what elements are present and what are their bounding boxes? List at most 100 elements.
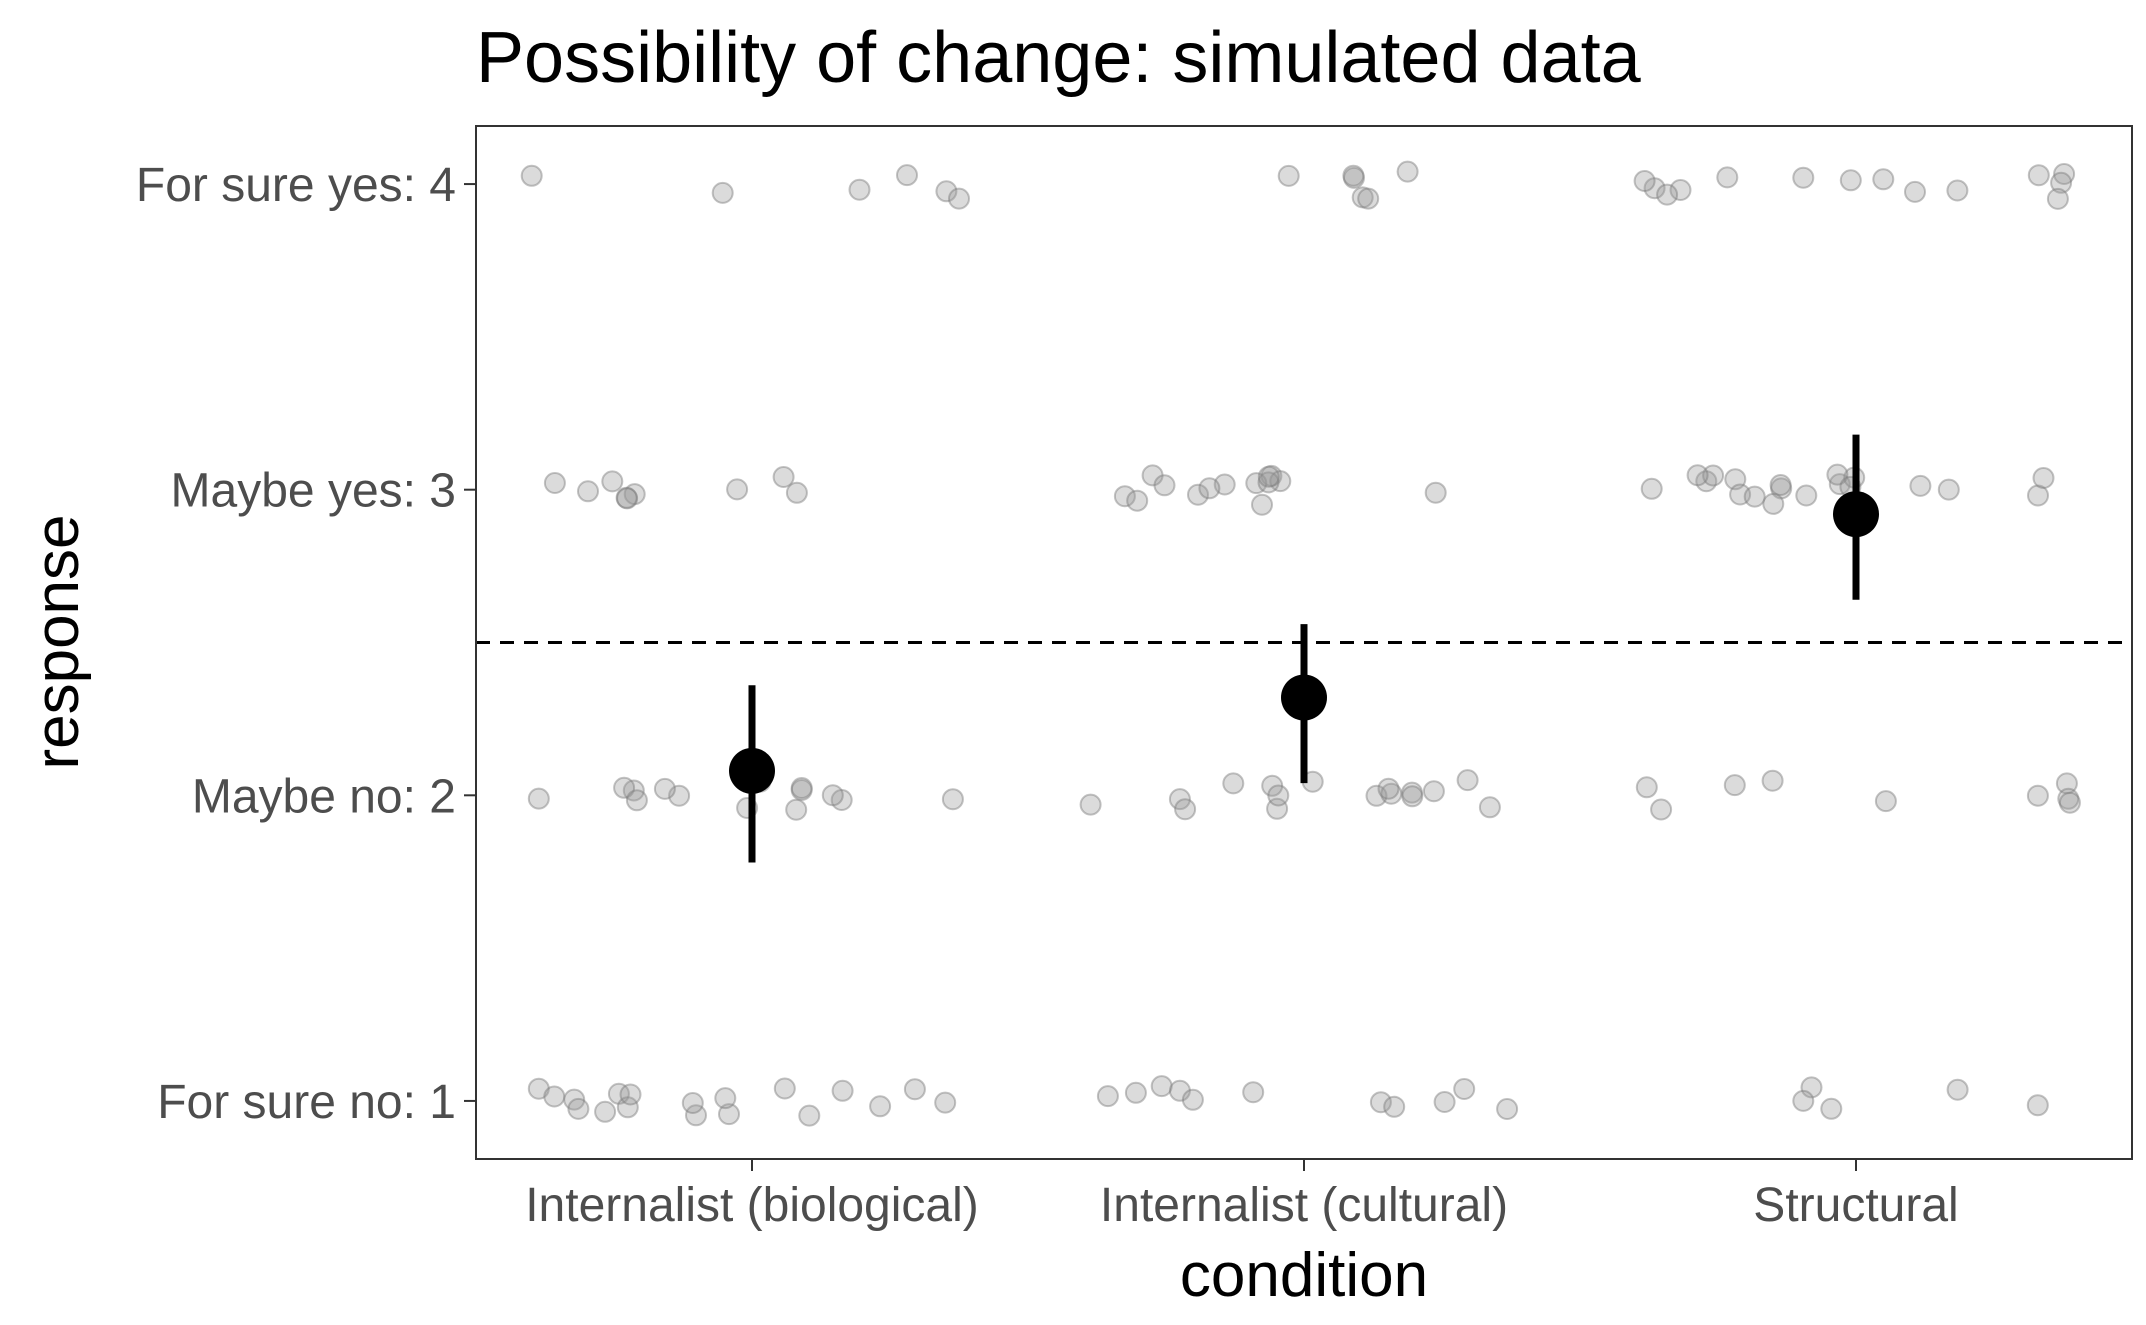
response-point: [1826, 463, 1849, 486]
x-axis-title: condition: [1180, 1241, 1428, 1310]
response-point: [711, 181, 734, 204]
response-point: [1456, 769, 1479, 792]
response-point: [1245, 472, 1268, 495]
response-point: [1096, 1085, 1119, 1108]
mean-point: [1833, 491, 1879, 538]
response-point: [1396, 160, 1419, 183]
response-point: [623, 483, 646, 506]
response-point: [1770, 477, 1793, 500]
response-point: [2032, 467, 2055, 489]
response-point: [685, 1104, 707, 1127]
response-point: [1874, 790, 1897, 813]
response-point: [726, 478, 749, 501]
response-point: [1937, 478, 1960, 501]
response-point: [2058, 791, 2081, 814]
response-point: [1079, 793, 1102, 816]
x-tick-label: Internalist (cultural): [1100, 1179, 1508, 1232]
y-tick-label: For sure no: 1: [157, 1076, 456, 1129]
response-point: [1946, 179, 1969, 202]
mean-point: [729, 747, 775, 794]
response-point: [607, 1082, 630, 1105]
response-point: [1716, 166, 1739, 189]
response-point: [653, 777, 676, 800]
response-point: [1365, 784, 1388, 807]
response-point: [896, 164, 918, 187]
response-point: [2026, 784, 2049, 807]
response-point: [1401, 781, 1423, 804]
response-point: [1257, 471, 1280, 494]
response-point: [1124, 1081, 1147, 1104]
response-point: [1153, 474, 1176, 497]
response-point: [1828, 473, 1851, 496]
response-point: [1357, 187, 1380, 210]
response-point: [622, 779, 645, 802]
response-point: [2055, 772, 2078, 795]
response-point: [1380, 782, 1403, 805]
y-tick-label: Maybe yes: 3: [171, 465, 456, 518]
response-point: [2050, 171, 2073, 194]
response-point: [1792, 166, 1815, 189]
response-point: [773, 1077, 796, 1100]
response-point: [1743, 485, 1766, 508]
response-point: [616, 1096, 639, 1119]
response-point: [543, 1085, 566, 1108]
response-point: [1650, 798, 1673, 821]
response-point: [1496, 1098, 1519, 1120]
response-point: [1839, 169, 1862, 192]
response-point: [1168, 1079, 1191, 1102]
response-point: [718, 1103, 740, 1126]
response-point: [1872, 168, 1895, 191]
response-point: [1222, 772, 1245, 795]
response-point: [1904, 180, 1926, 203]
response-point: [615, 486, 638, 509]
response-point: [1800, 1076, 1823, 1099]
response-point: [527, 787, 550, 810]
response-point: [821, 784, 844, 807]
response-point: [625, 789, 648, 812]
response-point: [543, 472, 566, 494]
response-point: [1643, 177, 1666, 200]
response-point: [1150, 1075, 1173, 1098]
response-point: [1946, 1078, 1969, 1101]
response-point: [1198, 477, 1221, 500]
response-point: [1369, 1091, 1392, 1114]
response-point: [1686, 464, 1709, 487]
response-point: [714, 1087, 737, 1110]
y-axis-title: response: [23, 514, 92, 769]
response-point: [1383, 1095, 1406, 1118]
response-point: [1478, 796, 1501, 819]
response-point: [1769, 474, 1792, 496]
response-point: [903, 1078, 926, 1101]
response-point: [1174, 798, 1197, 821]
response-point: [798, 1104, 821, 1127]
response-point: [2053, 163, 2076, 185]
response-point: [1433, 1091, 1456, 1113]
response-point: [1181, 1088, 1204, 1111]
response-point: [681, 1092, 704, 1114]
response-point: [934, 1091, 957, 1114]
response-point: [527, 1077, 550, 1100]
response-point: [1141, 464, 1164, 487]
response-point: [616, 487, 639, 510]
response-point: [1260, 464, 1283, 487]
response-point: [601, 470, 624, 493]
response-point: [1257, 465, 1280, 488]
response-point: [1213, 473, 1236, 496]
response-point: [790, 777, 813, 799]
response-point: [1702, 464, 1725, 487]
response-point: [785, 798, 808, 821]
response-point: [1401, 785, 1424, 808]
response-point: [2026, 1094, 2049, 1117]
response-point: [1261, 774, 1284, 797]
response-point: [1761, 769, 1784, 792]
response-point: [2057, 787, 2080, 810]
response-point: [1724, 468, 1747, 491]
response-point: [567, 1097, 590, 1120]
response-point: [790, 779, 813, 801]
response-point: [1633, 170, 1656, 192]
response-point: [1723, 774, 1746, 797]
response-point: [668, 784, 691, 807]
response-point: [1251, 493, 1273, 516]
x-tick-label: Internalist (biological): [525, 1179, 979, 1232]
